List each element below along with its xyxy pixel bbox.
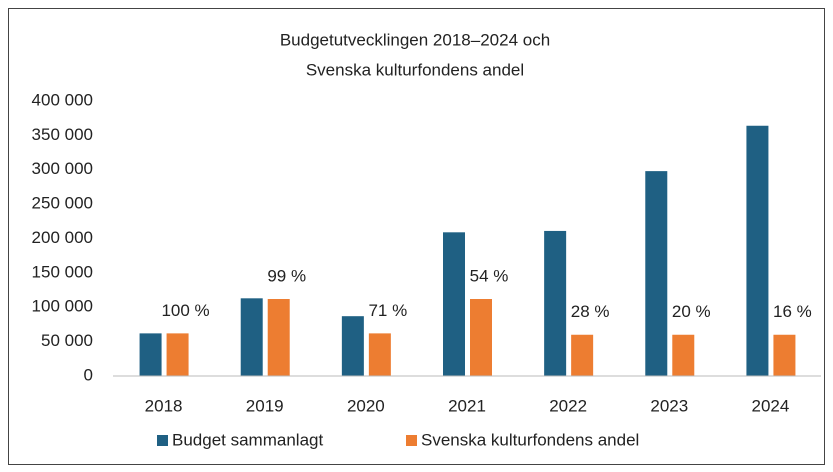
bar <box>267 299 290 376</box>
y-tick-label: 250 000 <box>32 194 93 213</box>
bar <box>139 333 162 376</box>
y-tick-label: 0 <box>84 365 93 384</box>
x-tick-label: 2020 <box>347 396 385 415</box>
bar <box>166 333 189 376</box>
chart-frame <box>8 8 825 465</box>
chart-title: Budgetutvecklingen 2018–2024 och <box>280 30 550 49</box>
x-tick-label: 2022 <box>549 396 587 415</box>
annotation: 71 % <box>368 301 407 320</box>
bar <box>368 333 391 376</box>
bar <box>773 334 796 376</box>
y-tick-label: 350 000 <box>32 125 93 144</box>
annotation: 54 % <box>470 266 509 285</box>
bar <box>443 232 465 376</box>
y-tick-label: 300 000 <box>32 159 93 178</box>
bar <box>672 334 695 376</box>
annotation: 28 % <box>571 302 610 321</box>
legend-label: Svenska kulturfondens andel <box>421 430 639 449</box>
x-tick-label: 2021 <box>448 396 486 415</box>
y-tick-label: 400 000 <box>32 90 93 109</box>
legend-swatch <box>157 435 168 446</box>
bar <box>240 298 263 376</box>
bar <box>746 125 769 376</box>
legend-label: Budget sammanlagt <box>172 430 323 449</box>
y-tick-label: 150 000 <box>32 262 93 281</box>
x-tick-label: 2023 <box>650 396 688 415</box>
y-tick-label: 100 000 <box>32 297 93 316</box>
annotation: 99 % <box>267 266 306 285</box>
bar <box>341 316 364 376</box>
y-tick-label: 200 000 <box>32 228 93 247</box>
legend-swatch <box>406 435 417 446</box>
bar <box>645 171 668 376</box>
x-tick-label: 2024 <box>752 396 790 415</box>
annotation: 16 % <box>773 302 812 321</box>
y-tick-label: 50 000 <box>41 331 93 350</box>
annotation: 20 % <box>672 302 711 321</box>
x-tick-label: 2019 <box>246 396 284 415</box>
chart-title: Svenska kulturfondens andel <box>306 60 524 79</box>
annotation: 100 % <box>161 301 209 320</box>
bar <box>571 334 594 376</box>
bar <box>544 230 567 376</box>
x-tick-label: 2018 <box>145 396 183 415</box>
bar <box>470 299 492 376</box>
